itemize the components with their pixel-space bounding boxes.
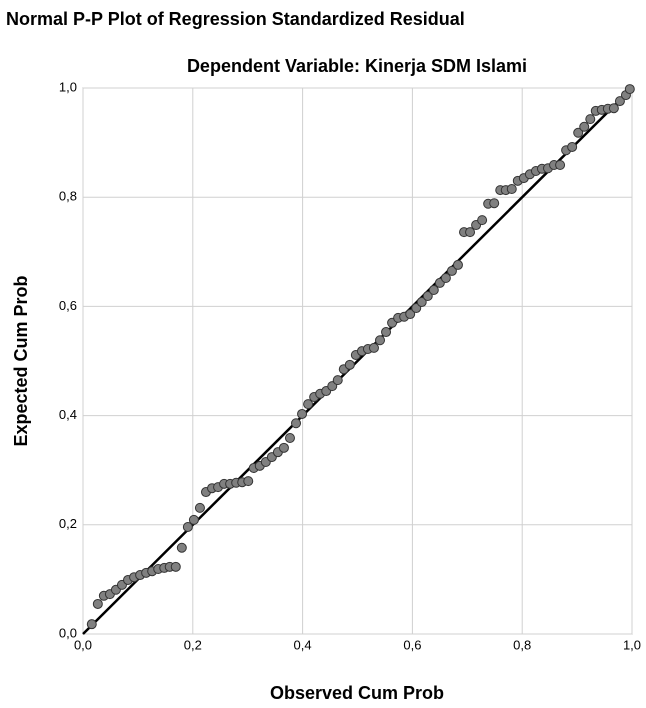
point xyxy=(452,259,463,270)
y-tick-label: 0,8 xyxy=(59,189,77,204)
point xyxy=(477,215,488,226)
point xyxy=(368,342,379,353)
point xyxy=(92,598,103,609)
point xyxy=(332,375,343,386)
point xyxy=(624,84,635,95)
point xyxy=(303,399,314,410)
chart-title: Normal P-P Plot of Regression Standardiz… xyxy=(6,9,465,29)
point xyxy=(585,114,596,125)
y-tick-label: 1,0 xyxy=(59,79,77,94)
point xyxy=(579,121,590,132)
point xyxy=(506,184,517,195)
point xyxy=(489,198,500,209)
point xyxy=(297,408,308,419)
point xyxy=(440,273,451,284)
y-tick-label: 0,2 xyxy=(59,516,77,531)
point xyxy=(614,96,625,107)
point xyxy=(194,502,205,513)
point xyxy=(573,127,584,138)
point xyxy=(416,297,427,308)
point xyxy=(555,159,566,170)
chart-subtitle: Dependent Variable: Kinerja SDM Islami xyxy=(187,56,527,76)
y-axis-label: Expected Cum Prob xyxy=(11,275,31,446)
point xyxy=(405,309,416,320)
point xyxy=(243,476,254,487)
point xyxy=(567,141,578,152)
y-tick-label: 0,6 xyxy=(59,298,77,313)
point xyxy=(86,619,97,630)
point xyxy=(465,227,476,238)
point xyxy=(428,285,439,296)
x-tick-label: 0,2 xyxy=(184,637,202,652)
x-tick-label: 0,6 xyxy=(403,637,421,652)
x-tick-label: 1,0 xyxy=(623,637,641,652)
point xyxy=(344,359,355,370)
point xyxy=(182,521,193,532)
point xyxy=(188,514,199,525)
point xyxy=(446,265,457,276)
x-tick-label: 0,8 xyxy=(513,637,531,652)
point xyxy=(608,103,619,114)
point xyxy=(381,327,392,338)
point xyxy=(375,335,386,346)
point xyxy=(170,561,181,572)
point xyxy=(291,418,302,429)
reference-line xyxy=(82,87,633,635)
x-tick-label: 0,4 xyxy=(294,637,312,652)
y-tick-label: 0,4 xyxy=(59,407,77,422)
point xyxy=(278,442,289,453)
y-tick-label: 0,0 xyxy=(59,625,77,640)
x-tick-label: 0,0 xyxy=(74,637,92,652)
x-axis-label: Observed Cum Prob xyxy=(270,683,444,703)
point xyxy=(284,432,295,443)
point xyxy=(176,542,187,553)
point xyxy=(422,291,433,302)
